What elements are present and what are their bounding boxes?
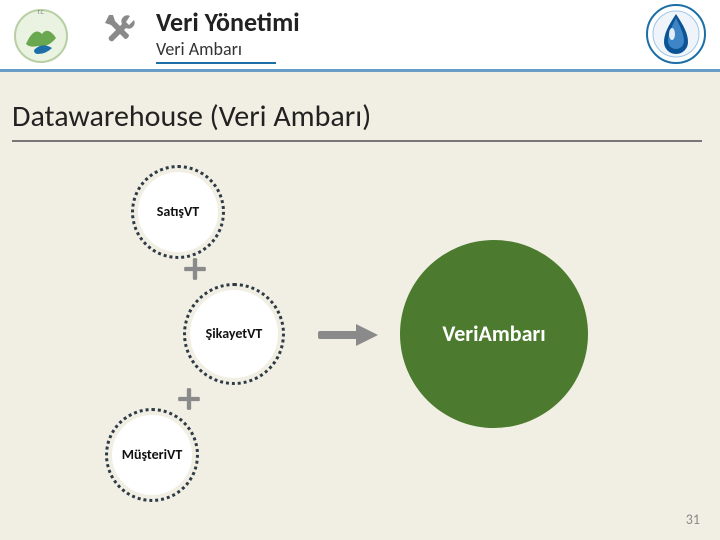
node-musteri: MüşteriVT <box>112 415 192 495</box>
ministry-logo-icon: T.C. <box>8 4 74 64</box>
node-ambar: VeriAmbarı <box>400 240 588 428</box>
section-heading: Datawarehouse (Veri Ambarı) <box>12 98 371 135</box>
plus-connector-0 <box>182 256 208 282</box>
node-satis: SatışVT <box>138 172 218 252</box>
wrench-screwdriver-icon <box>100 10 140 50</box>
header: T.C. Veri Yönetimi Veri Ambarı <box>0 0 720 72</box>
arrow-connector-2 <box>318 322 378 348</box>
plus-connector-1 <box>176 386 202 412</box>
svg-text:T.C.: T.C. <box>37 10 44 16</box>
page-subtitle: Veri Ambarı <box>156 38 242 60</box>
section-underline <box>12 140 702 142</box>
page-number: 31 <box>686 511 700 528</box>
agency-logo-icon <box>646 4 706 64</box>
page-title: Veri Yönetimi <box>156 6 300 38</box>
diagram-area: SatışVT ŞikayetVT MüşteriVT VeriAmbarı <box>0 160 720 500</box>
node-sikayet: ŞikayetVT <box>190 290 278 378</box>
subtitle-underline <box>156 62 276 64</box>
